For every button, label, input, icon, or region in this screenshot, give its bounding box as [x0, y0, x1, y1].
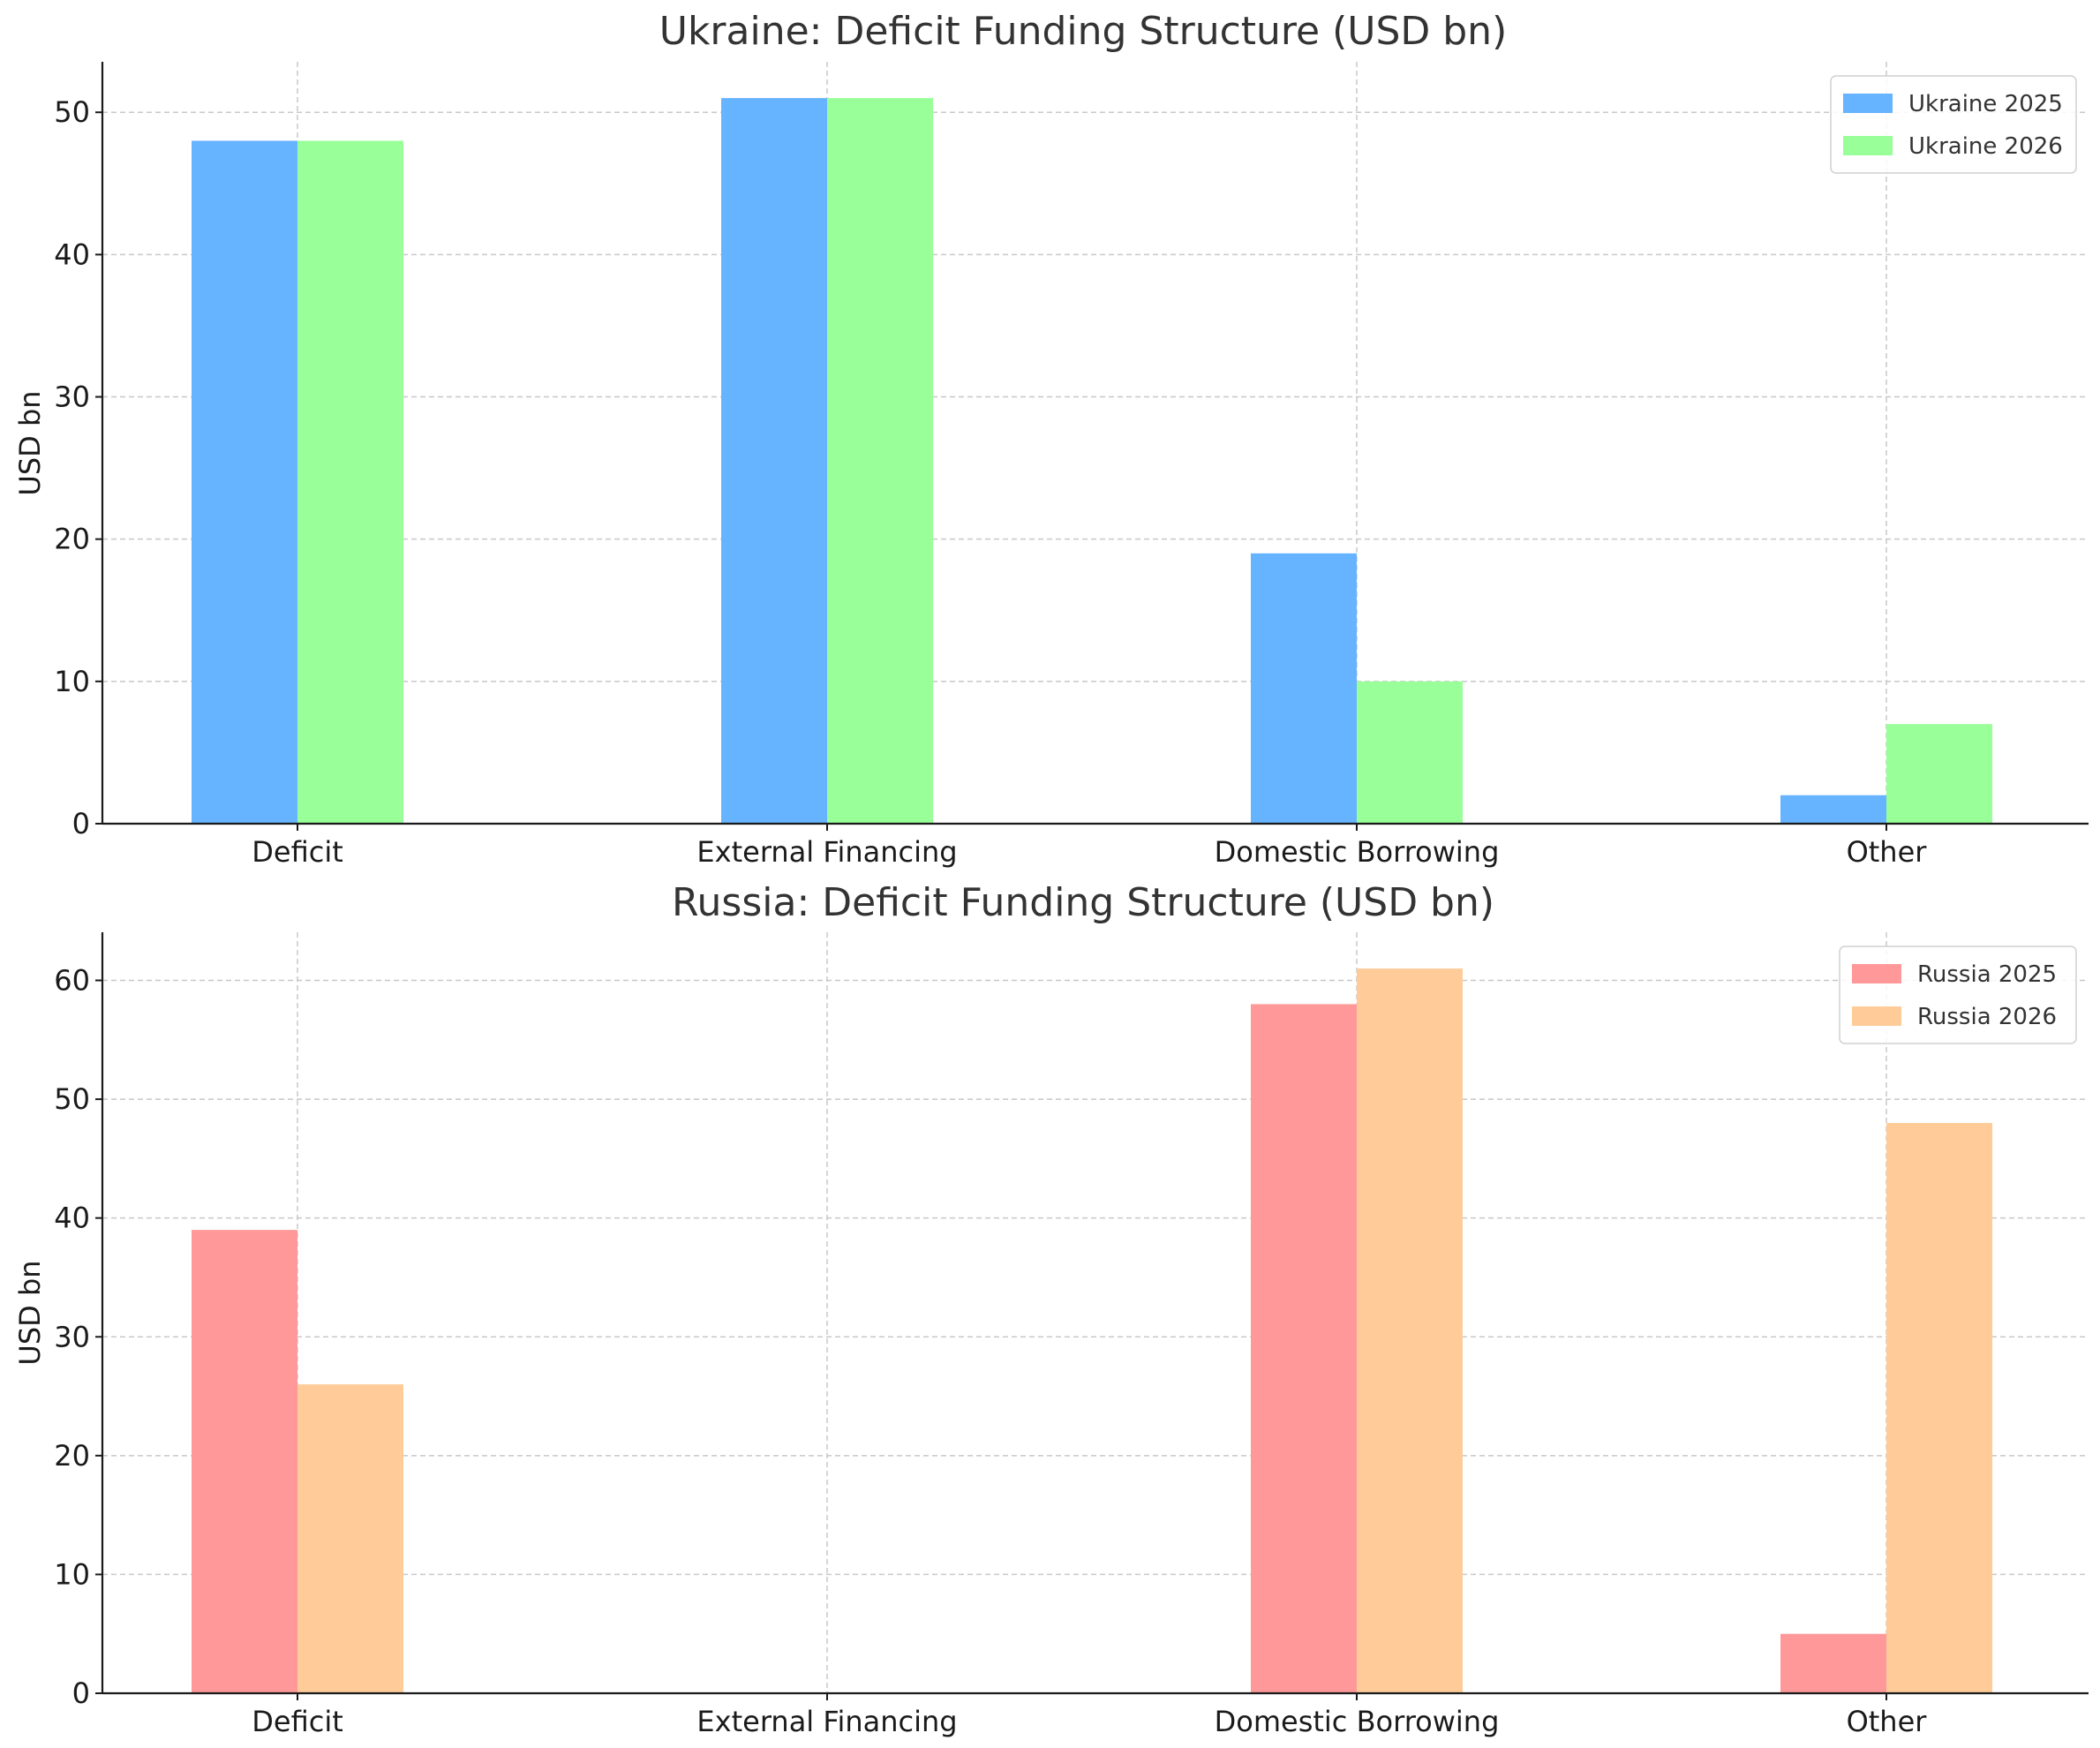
bar-russia-2025-other	[1780, 1633, 1886, 1693]
chart-title: Ukraine: Deficit Funding Structure (USD …	[659, 9, 1508, 54]
bars	[192, 98, 1992, 825]
y-tick-label: 20	[54, 1439, 90, 1473]
bars	[192, 968, 1992, 1693]
bar-ukraine-2025-domestic-borrowing	[1251, 553, 1357, 824]
y-tick-label: 30	[54, 380, 90, 414]
y-tick-label: 60	[54, 964, 90, 998]
legend-swatch	[1843, 94, 1893, 113]
x-tick-label: Deficit	[252, 1705, 343, 1738]
x-tick-label: External Financing	[696, 835, 957, 869]
x-tick-label: Other	[1847, 1705, 1928, 1738]
bar-ukraine-2025-deficit	[192, 140, 297, 825]
legend-swatch	[1843, 136, 1893, 155]
bar-russia-2025-domestic-borrowing	[1251, 1004, 1357, 1693]
legend-label: Ukraine 2026	[1908, 133, 2063, 160]
y-tick-label: 50	[54, 95, 90, 129]
bar-ukraine-2026-deficit	[297, 140, 403, 825]
y-tick-label: 10	[54, 665, 90, 698]
y-axis-label: USD bn	[13, 1260, 47, 1365]
bar-ukraine-2025-external-financing	[721, 98, 827, 825]
y-tick-label: 10	[54, 1557, 90, 1591]
legend-label: Ukraine 2025	[1908, 91, 2063, 117]
axes	[101, 62, 2089, 825]
y-axis-label: USD bn	[13, 390, 47, 495]
x-tick-label: Deficit	[252, 835, 343, 869]
legend: Ukraine 2025 Ukraine 2026	[1830, 75, 2077, 174]
y-tick-label: 0	[72, 1676, 90, 1710]
legend-label: Russia 2026	[1917, 1004, 2057, 1030]
legend-swatch	[1852, 964, 1901, 983]
y-tick-label: 40	[54, 1202, 90, 1235]
legend: Russia 2025 Russia 2026	[1839, 946, 2077, 1044]
russia-chart: Russia: Deficit Funding Structure (USD b…	[13, 880, 2089, 1738]
tick-labels: 0 10 20 30 40 50 Deficit External Financing Dome…	[54, 95, 1927, 869]
chart-title: Russia: Deficit Funding Structure (USD b…	[672, 880, 1494, 925]
legend-swatch	[1852, 1006, 1901, 1026]
bar-ukraine-2025-other	[1780, 795, 1886, 824]
legend-label: Russia 2025	[1917, 961, 2057, 988]
x-tick-label: Other	[1847, 835, 1928, 869]
axes	[101, 932, 2089, 1695]
bar-ukraine-2026-other	[1886, 724, 1992, 824]
bar-russia-2025-deficit	[192, 1230, 297, 1693]
x-tick-label: Domestic Borrowing	[1215, 1705, 1500, 1738]
bar-ukraine-2026-external-financing	[827, 98, 933, 825]
y-tick-label: 50	[54, 1082, 90, 1116]
tick-labels: 0 10 20 30 40 50 60 Deficit External Financing Do…	[54, 964, 1927, 1738]
bar-russia-2026-domestic-borrowing	[1357, 968, 1463, 1693]
bar-ukraine-2026-domestic-borrowing	[1357, 681, 1463, 824]
y-tick-label: 0	[72, 807, 90, 840]
ukraine-chart: Ukraine: Deficit Funding Structure (USD …	[13, 9, 2089, 869]
bar-russia-2026-deficit	[297, 1384, 403, 1693]
x-tick-label: Domestic Borrowing	[1215, 835, 1500, 869]
y-tick-label: 20	[54, 523, 90, 556]
y-tick-label: 30	[54, 1320, 90, 1353]
bar-russia-2026-other	[1886, 1123, 1992, 1693]
y-tick-label: 40	[54, 237, 90, 271]
x-tick-label: External Financing	[696, 1705, 957, 1738]
